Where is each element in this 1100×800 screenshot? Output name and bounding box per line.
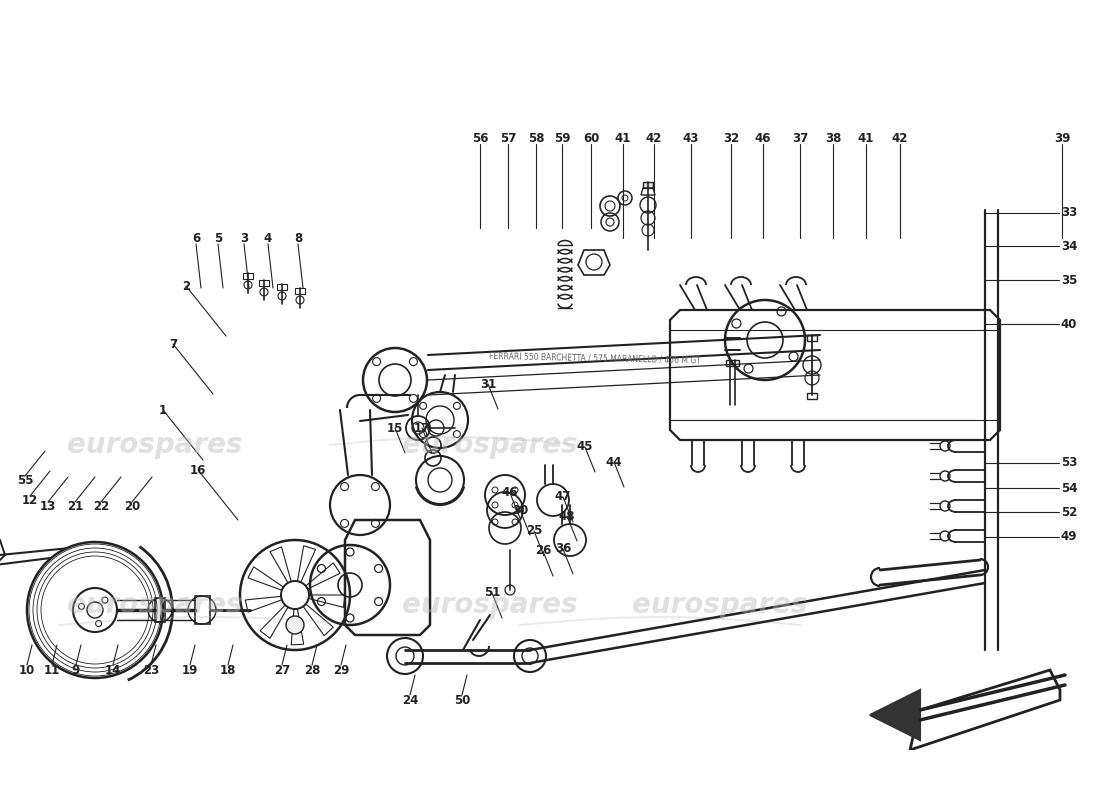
Text: 43: 43: [683, 131, 700, 145]
Text: 14: 14: [104, 663, 121, 677]
Text: 8: 8: [294, 231, 302, 245]
Text: 39: 39: [1054, 131, 1070, 145]
Text: 17: 17: [414, 422, 430, 434]
Text: 48: 48: [559, 510, 575, 522]
Text: 1: 1: [158, 403, 167, 417]
Text: 20: 20: [124, 501, 140, 514]
Text: 44: 44: [606, 455, 623, 469]
Text: 28: 28: [304, 663, 320, 677]
Text: FERRARI 550 BARCHETTA / 575 MARANELLO / 456 M GT: FERRARI 550 BARCHETTA / 575 MARANELLO / …: [490, 351, 701, 365]
Text: 22: 22: [92, 501, 109, 514]
Text: 29: 29: [333, 663, 349, 677]
Text: 46: 46: [502, 486, 518, 499]
Text: 5: 5: [213, 231, 222, 245]
Text: eurospares: eurospares: [632, 591, 807, 619]
Text: 49: 49: [1060, 530, 1077, 543]
Text: 26: 26: [535, 545, 551, 558]
Text: 19: 19: [182, 663, 198, 677]
Text: 53: 53: [1060, 457, 1077, 470]
Text: 15: 15: [387, 422, 404, 434]
Text: 24: 24: [402, 694, 418, 706]
Text: 51: 51: [484, 586, 500, 599]
Text: 9: 9: [72, 663, 80, 677]
Text: 35: 35: [1060, 274, 1077, 286]
Text: eurospares: eurospares: [67, 431, 243, 459]
Text: 60: 60: [583, 131, 600, 145]
Text: 30: 30: [512, 503, 528, 517]
Text: 33: 33: [1060, 206, 1077, 219]
Text: 42: 42: [646, 131, 662, 145]
Text: 40: 40: [1060, 318, 1077, 330]
Text: 31: 31: [480, 378, 496, 390]
Text: 2: 2: [182, 279, 190, 293]
Polygon shape: [644, 182, 653, 188]
Text: 23: 23: [143, 663, 160, 677]
Text: 52: 52: [1060, 506, 1077, 518]
Text: 4: 4: [264, 231, 272, 245]
Text: 54: 54: [1060, 482, 1077, 494]
Text: 7: 7: [169, 338, 177, 350]
Text: 59: 59: [553, 131, 570, 145]
Text: 55: 55: [16, 474, 33, 487]
Text: eurospares: eurospares: [403, 431, 578, 459]
Text: eurospares: eurospares: [67, 591, 243, 619]
Text: 10: 10: [19, 663, 35, 677]
Text: 41: 41: [858, 131, 874, 145]
Text: 36: 36: [554, 542, 571, 555]
Text: 38: 38: [825, 131, 842, 145]
Text: 58: 58: [528, 131, 544, 145]
Text: 27: 27: [274, 663, 290, 677]
Text: 45: 45: [576, 441, 593, 454]
Text: 13: 13: [40, 501, 56, 514]
Text: 41: 41: [615, 131, 631, 145]
Text: 21: 21: [67, 501, 84, 514]
Text: 57: 57: [499, 131, 516, 145]
Text: 34: 34: [1060, 239, 1077, 253]
Text: 46: 46: [755, 131, 771, 145]
Text: 12: 12: [22, 494, 38, 507]
Text: 42: 42: [892, 131, 909, 145]
Text: 25: 25: [526, 525, 542, 538]
Text: 47: 47: [554, 490, 571, 503]
Text: eurospares: eurospares: [403, 591, 578, 619]
Text: 32: 32: [723, 131, 739, 145]
Text: 3: 3: [240, 231, 249, 245]
Text: 6: 6: [191, 231, 200, 245]
Text: 56: 56: [472, 131, 488, 145]
Polygon shape: [870, 690, 920, 740]
Text: 11: 11: [44, 663, 60, 677]
Text: 37: 37: [792, 131, 808, 145]
Text: 50: 50: [454, 694, 470, 706]
Text: 18: 18: [220, 663, 236, 677]
Text: 16: 16: [190, 463, 206, 477]
Circle shape: [286, 616, 304, 634]
